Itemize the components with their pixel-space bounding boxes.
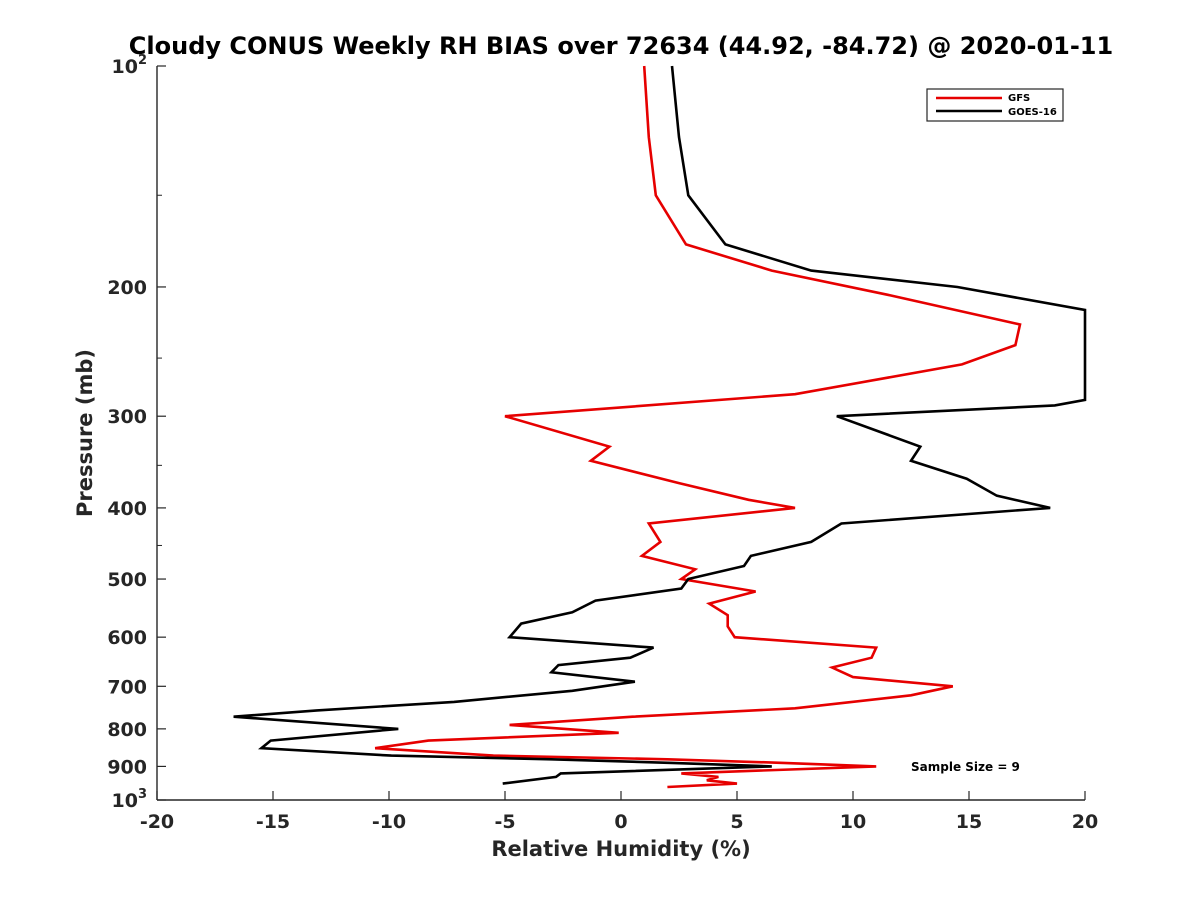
series-layer [233,65,1087,789]
y-tick-label: 700 [107,676,147,698]
x-tick-label: -10 [372,811,406,833]
x-tick-label: -15 [256,811,290,833]
y-tick-label: 300 [107,406,147,428]
series-line-gfs [374,65,1022,789]
ticks-layer: -20 -15 -10 -5 0 5 10 15 20 102 200 300 400 500 600 700… [107,53,1098,833]
legend: GFS GOES-16 [926,88,1064,122]
y-tick-label: 500 [107,569,147,591]
x-tick-label: 15 [956,811,982,833]
legend-label-gfs: GFS [1008,93,1030,104]
sample-size-annotation: Sample Size = 9 [911,760,1020,774]
y-tick-label: 600 [107,627,147,649]
legend-label-goes16: GOES-16 [1008,107,1057,118]
legend-box [926,88,1064,122]
chart-title: Cloudy CONUS Weekly RH BIAS over 72634 (… [129,32,1113,60]
axes-layer [156,66,1085,801]
y-tick-label: 800 [107,719,147,741]
x-tick-label: 10 [840,811,866,833]
x-tick-label: 20 [1072,811,1098,833]
x-tick-label: -5 [494,811,515,833]
plot-frame [157,66,1085,800]
x-tick-label: 0 [614,811,627,833]
plot-area [157,66,1085,800]
x-axis-label: Relative Humidity (%) [491,837,750,861]
x-tick-label: 5 [730,811,743,833]
y-tick-label: 103 [112,787,148,812]
y-axis-label: Pressure (mb) [73,349,97,517]
y-tick-label: 200 [107,277,147,299]
y-tick-label: 900 [107,756,147,778]
y-tick-label: 400 [107,498,147,520]
y-tick-label: 102 [112,53,148,78]
series-line-goes16 [233,65,1087,785]
x-tick-label: -20 [140,811,174,833]
